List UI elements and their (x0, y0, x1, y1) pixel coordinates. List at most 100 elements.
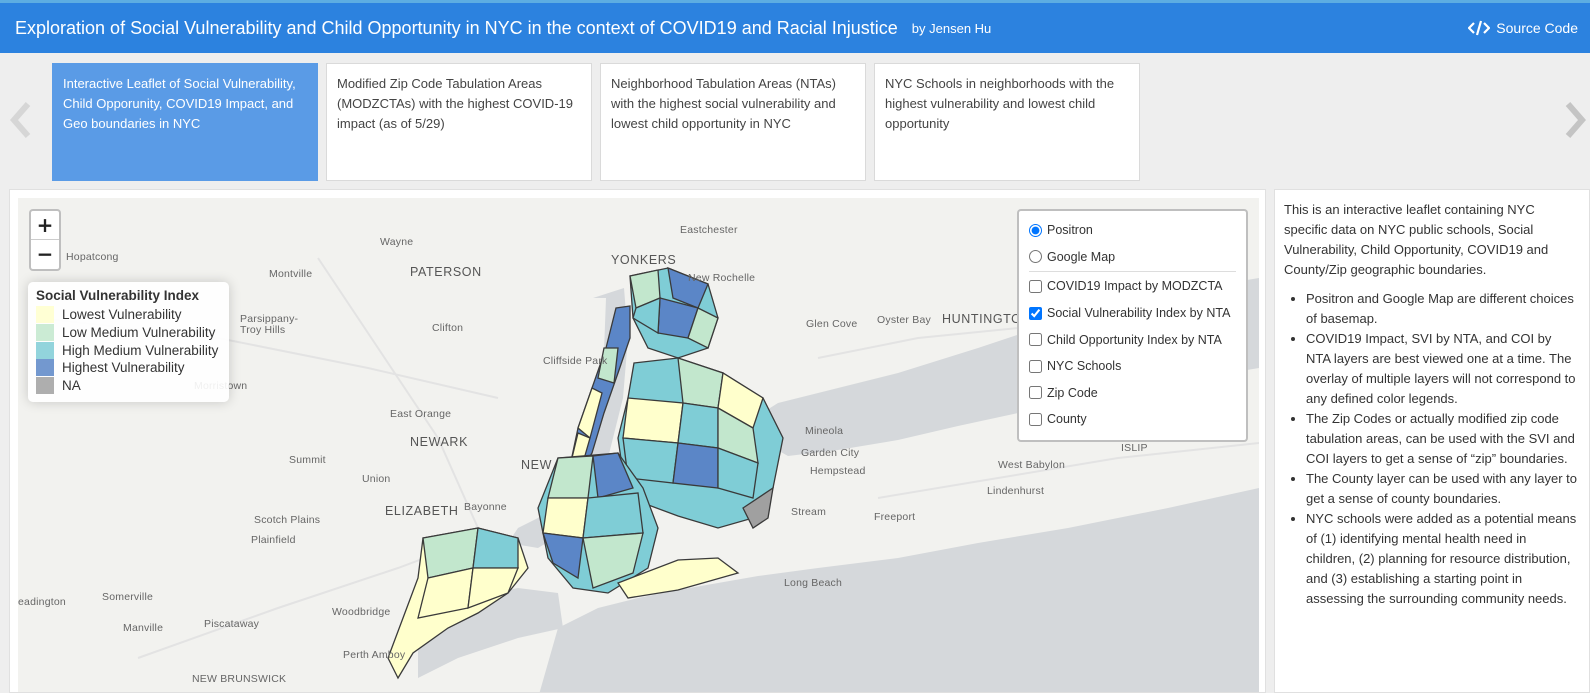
place-label: Piscataway (204, 618, 260, 630)
overlay-option-svi[interactable]: Social Vulnerability Index by NTA (1029, 300, 1236, 327)
place-label: Clifton (432, 322, 464, 334)
legend-item: Lowest Vulnerability (36, 306, 221, 324)
source-code-label: Source Code (1496, 20, 1578, 36)
legend-label: Lowest Vulnerability (62, 307, 182, 323)
leaflet-map[interactable]: Eastchester Wayne Hopatcong YONKERS New … (18, 198, 1259, 692)
overlay-checkbox-county[interactable] (1029, 412, 1042, 426)
zoom-out-button[interactable]: − (36, 242, 54, 266)
zoom-control: + − (29, 209, 61, 271)
overlay-label: Child Opportunity Index by NTA (1047, 332, 1222, 347)
place-label: Hempstead (810, 465, 866, 477)
place-label: NEWARK (410, 435, 469, 449)
legend-swatch (36, 377, 54, 395)
place-label: Bayonne (464, 501, 507, 513)
legend-item: High Medium Vulnerability (36, 341, 221, 359)
place-label: Eastchester (680, 224, 738, 236)
overlay-option-county[interactable]: County (1029, 406, 1236, 433)
place-label: Scotch Plains (254, 514, 321, 526)
place-label: ISLIP (1121, 442, 1148, 454)
legend-swatch (36, 324, 54, 342)
place-label: West Babylon (998, 459, 1065, 471)
legend-swatch (36, 306, 54, 324)
description-bullet: COVID19 Impact, SVI by NTA, and COI by N… (1306, 329, 1579, 409)
place-label: NEW (521, 458, 552, 472)
basemap-radio-google-map[interactable] (1029, 250, 1042, 264)
place-label: Freeport (874, 511, 916, 523)
carousel-prev-arrow[interactable] (8, 100, 32, 140)
place-label: Union (362, 473, 391, 485)
overlay-checkbox-zip[interactable] (1029, 386, 1042, 400)
overlay-label: Zip Code (1047, 385, 1098, 400)
place-label: Long Beach (784, 577, 843, 589)
layers-separator (1029, 271, 1236, 273)
overlay-option-covid19[interactable]: COVID19 Impact by MODZCTA (1029, 273, 1236, 300)
overlay-option-coi[interactable]: Child Opportunity Index by NTA (1029, 326, 1236, 353)
place-label: NEW BRUNSWICK (192, 673, 287, 685)
basemap-label: Google Map (1047, 249, 1116, 264)
place-label: Oyster Bay (877, 314, 931, 326)
description-bullet: Positron and Google Map are different ch… (1306, 289, 1579, 329)
overlay-checkbox-svi[interactable] (1029, 306, 1042, 320)
overlay-label: Social Vulnerability Index by NTA (1047, 306, 1231, 321)
place-label: PATERSON (410, 265, 482, 279)
carousel-next-arrow[interactable] (1564, 100, 1588, 140)
page-title: Exploration of Social Vulnerability and … (15, 17, 898, 38)
place-label: Somerville (102, 591, 154, 603)
legend-label: NA (62, 378, 81, 394)
story-card-nta[interactable]: Neighborhood Tabulation Areas (NTAs) wit… (600, 63, 866, 181)
description-bullet: The Zip Codes or actually modified zip c… (1306, 409, 1579, 469)
top-accent-strip (0, 0, 1590, 3)
legend-label: Highest Vulnerability (62, 360, 185, 376)
legend-swatch (36, 359, 54, 377)
place-label: New Rochelle (688, 272, 756, 284)
place-label: Stream (791, 506, 827, 518)
story-card-schools[interactable]: NYC Schools in neighborhoods with the hi… (874, 63, 1140, 181)
layers-control: Positron Google Map COVID19 Impact by MO… (1017, 209, 1248, 442)
overlay-option-schools[interactable]: NYC Schools (1029, 353, 1236, 380)
place-label: Glen Cove (806, 318, 858, 330)
place-label: Parsippany-Troy Hills (240, 313, 299, 336)
author-label: by Jensen Hu (911, 20, 992, 36)
basemap-label: Positron (1047, 223, 1093, 238)
legend-item: Low Medium Vulnerability (36, 324, 221, 342)
description-panel: This is an interactive leaflet containin… (1274, 189, 1590, 693)
description-bullet: The County layer can be used with any la… (1306, 469, 1579, 509)
place-label: YONKERS (611, 253, 677, 267)
basemap-option-positron[interactable]: Positron (1029, 217, 1236, 244)
legend-title: Social Vulnerability Index (36, 288, 200, 303)
source-code-link[interactable]: Source Code (1468, 3, 1578, 53)
legend-item: NA (36, 377, 221, 395)
description-intro: This is an interactive leaflet containin… (1284, 202, 1549, 277)
story-card-modzcta[interactable]: Modified Zip Code Tabulation Areas (MODZ… (326, 63, 592, 181)
overlay-checkbox-coi[interactable] (1029, 333, 1042, 347)
overlay-checkbox-covid19[interactable] (1029, 279, 1042, 293)
place-label: Cliffside Park (543, 355, 608, 367)
place-label: eadington (18, 596, 66, 608)
place-label: Hopatcong (66, 251, 119, 263)
place-label: Mineola (805, 425, 844, 437)
overlay-label: COVID19 Impact by MODZCTA (1047, 279, 1223, 294)
legend-item: Highest Vulnerability (36, 359, 221, 377)
zoom-in-button[interactable]: + (31, 211, 59, 240)
place-label: ELIZABETH (385, 504, 459, 518)
place-label: Garden City (801, 447, 860, 459)
place-label: Woodbridge (332, 606, 391, 618)
svi-legend: Social Vulnerability Index Lowest Vulner… (28, 282, 229, 402)
navbar: Exploration of Social Vulnerability and … (0, 3, 1590, 53)
overlay-checkbox-schools[interactable] (1029, 359, 1042, 373)
legend-label: High Medium Vulnerability (62, 342, 219, 358)
place-label: Manville (123, 622, 164, 634)
place-label: Wayne (380, 236, 414, 248)
place-label: Perth Amboy (343, 649, 406, 661)
place-label: Summit (289, 454, 326, 466)
basemap-radio-positron[interactable] (1029, 223, 1042, 237)
basemap-option-google-map[interactable]: Google Map (1029, 244, 1236, 271)
legend-label: Low Medium Vulnerability (62, 325, 216, 341)
description-bullet: NYC schools were added as a potential me… (1306, 509, 1579, 609)
place-label: Plainfield (251, 534, 296, 546)
story-card-leaflet[interactable]: Interactive Leaflet of Social Vulnerabil… (52, 63, 318, 181)
place-label: HUNTINGTON (942, 312, 1032, 326)
place-label: Lindenhurst (987, 485, 1045, 497)
overlay-option-zip[interactable]: Zip Code (1029, 380, 1236, 407)
place-label: East Orange (390, 408, 452, 420)
